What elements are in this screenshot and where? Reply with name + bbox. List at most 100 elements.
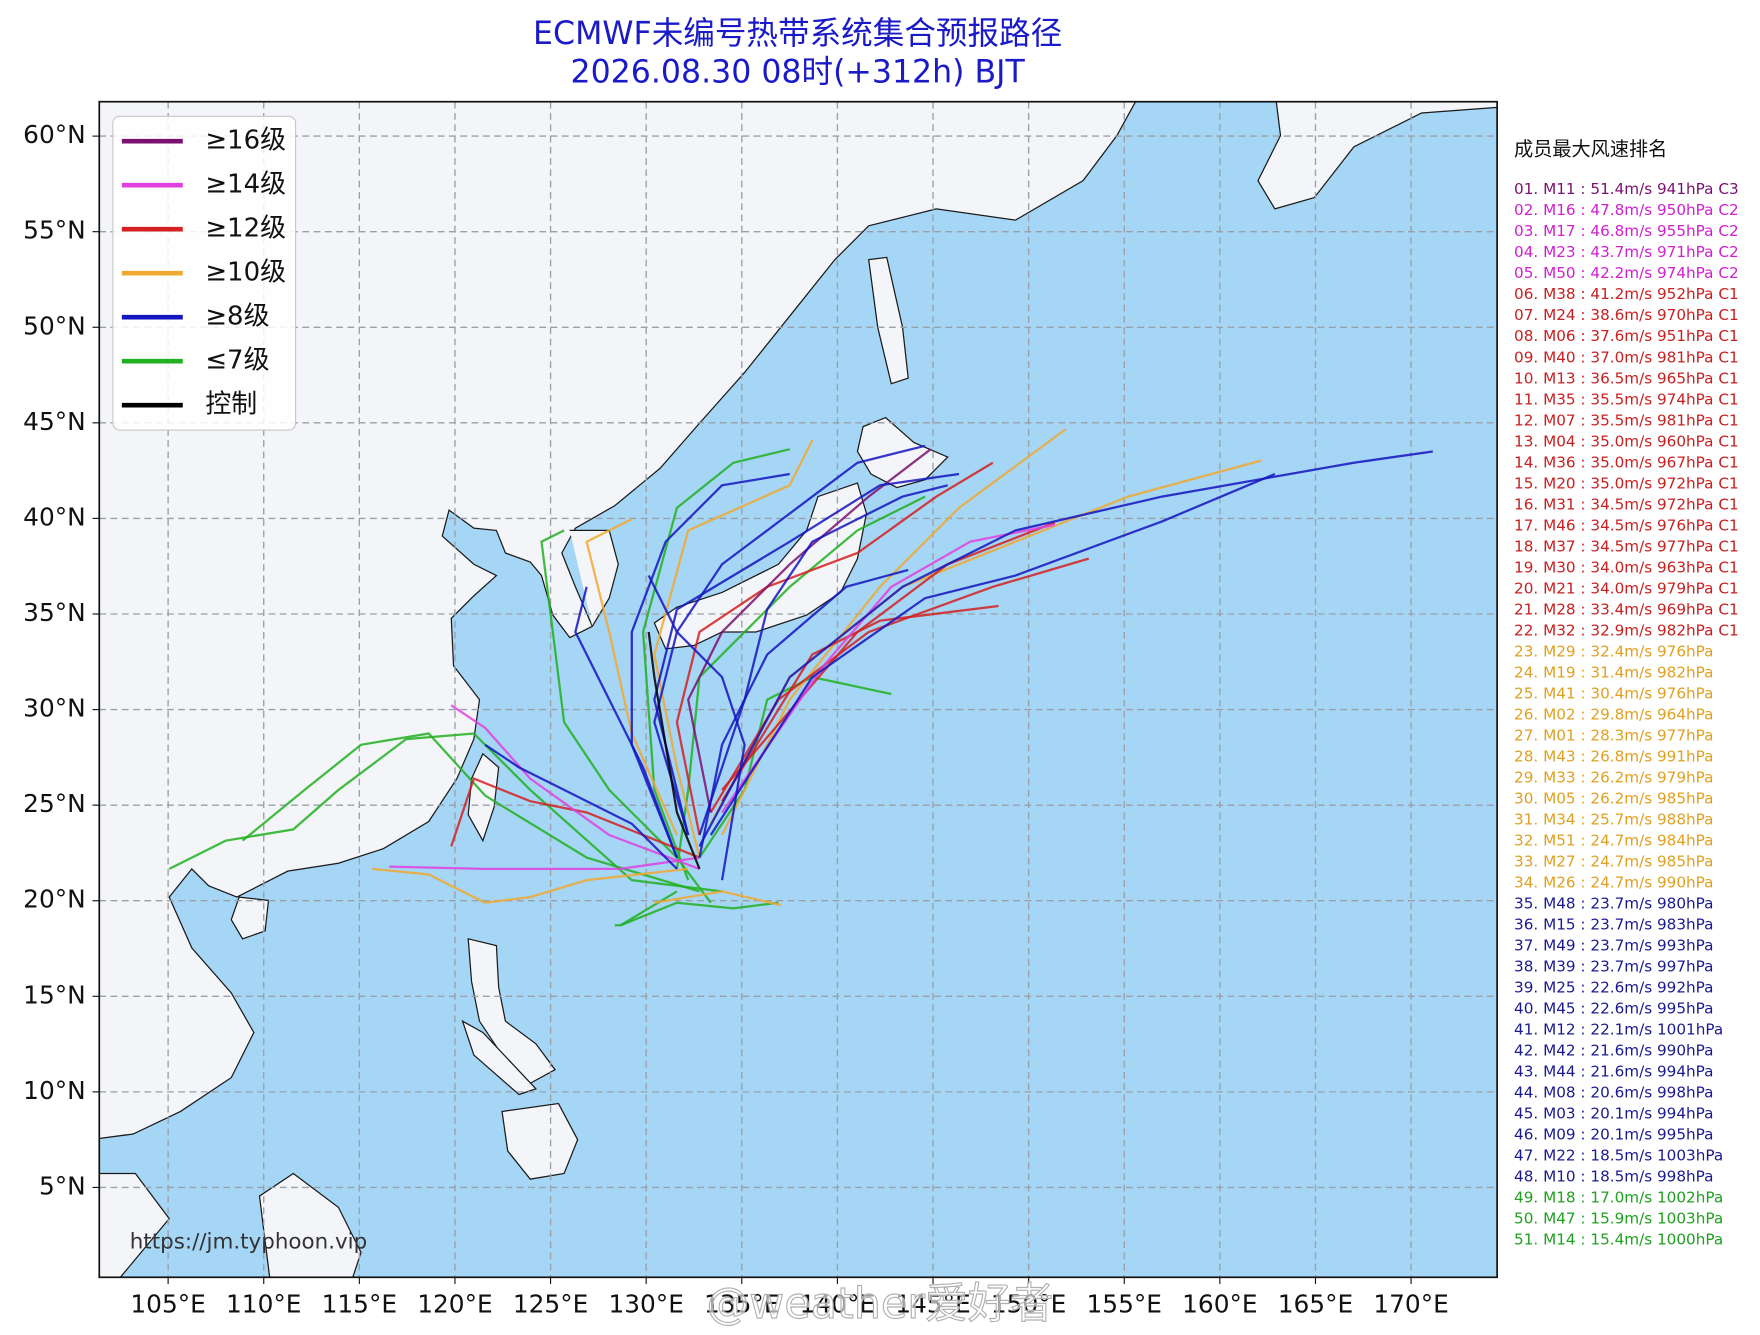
track: [389, 856, 700, 871]
ranking-item: 38. M39 : 23.7m/s 997hPa: [1514, 957, 1713, 975]
y-tick-label: 45°N: [23, 407, 86, 436]
borneo: [258, 1172, 362, 1278]
track: [641, 448, 791, 881]
ranking-title: 成员最大风速排名: [1514, 138, 1667, 161]
legend-label: ≥12级: [205, 214, 286, 244]
track: [372, 867, 689, 904]
x-tick-label: 165°E: [1278, 1289, 1353, 1318]
ranking-item: 06. M38 : 41.2m/s 952hPa C1: [1514, 285, 1739, 303]
ranking-item: 11. M35 : 35.5m/s 974hPa C1: [1514, 390, 1739, 408]
ranking-item: 09. M40 : 37.0m/s 981hPa C1: [1514, 348, 1739, 366]
ranking-item: 15. M20 : 35.0m/s 972hPa C1: [1514, 474, 1739, 492]
legend-label: ≥16级: [205, 126, 286, 156]
y-tick-label: 25°N: [23, 789, 86, 818]
track: [721, 523, 1056, 814]
track: [574, 586, 678, 858]
ranking-item: 23. M29 : 32.4m/s 976hPa: [1514, 642, 1713, 660]
y-tick-label: 55°N: [23, 216, 86, 245]
legend-label: ≥14级: [205, 170, 286, 200]
ranking-item: 04. M23 : 43.7m/s 971hPa C2: [1514, 243, 1739, 261]
ranking-item: 22. M32 : 32.9m/s 982hPa C1: [1514, 621, 1739, 639]
visayas: [461, 1019, 538, 1096]
title: ECMWF未编号热带系统集合预报路径: [533, 16, 1062, 52]
x-tick-label: 120°E: [417, 1289, 492, 1318]
track: [647, 631, 701, 870]
track: [585, 518, 678, 836]
y-tick-label: 50°N: [23, 311, 86, 340]
ranking-item: 02. M16 : 47.8m/s 950hPa C2: [1514, 201, 1739, 219]
y-tick-label: 30°N: [23, 694, 86, 723]
ranking-item: 46. M09 : 20.1m/s 995hPa: [1514, 1126, 1713, 1144]
y-tick-label: 60°N: [23, 120, 86, 149]
y-tick-label: 5°N: [39, 1171, 86, 1200]
x-tick-label: 140°E: [800, 1289, 875, 1318]
ranking-item: 30. M05 : 26.2m/s 985hPa: [1514, 789, 1713, 807]
y-tick-label: 20°N: [23, 885, 86, 914]
ranking-item: 43. M44 : 21.6m/s 994hPa: [1514, 1063, 1713, 1081]
track: [698, 450, 1433, 847]
ranking-list: 成员最大风速排名 01. M11 : 51.4m/s 941hPa C3 02. …: [1514, 138, 1739, 1249]
ranking-item: 51. M14 : 15.4m/s 1000hPa: [1514, 1231, 1723, 1249]
x-tick-label: 135°E: [704, 1289, 779, 1318]
ranking-item: 35. M48 : 23.7m/s 980hPa: [1514, 894, 1713, 912]
japan: [653, 482, 868, 650]
ranking-item: 20. M21 : 34.0m/s 979hPa C1: [1514, 579, 1739, 597]
subtitle: 2026.08.30 08时(+312h) BJT: [570, 54, 1025, 90]
x-tick-label: 155°E: [1087, 1289, 1162, 1318]
ranking-item: 07. M24 : 38.6m/s 970hPa C1: [1514, 306, 1739, 324]
legend-box: [112, 115, 297, 431]
track: [653, 472, 960, 836]
ranking-item: 49. M18 : 17.0m/s 1002hPa: [1514, 1189, 1723, 1207]
ranking-item: 27. M01 : 28.3m/s 977hPa: [1514, 726, 1713, 744]
track: [709, 557, 1090, 814]
legend-label: ≥8级: [205, 302, 269, 332]
track: [241, 732, 700, 893]
track: [450, 704, 700, 870]
ranking-item: 28. M43 : 26.8m/s 991hPa: [1514, 747, 1713, 765]
tracks: [168, 427, 1433, 927]
track: [653, 439, 814, 858]
ranking-item: 48. M10 : 18.5m/s 998hPa: [1514, 1168, 1713, 1186]
ranking-item: 24. M19 : 31.4m/s 982hPa: [1514, 663, 1713, 681]
track: [450, 777, 700, 859]
x-tick-label: 130°E: [608, 1289, 683, 1318]
indochina-south: [99, 1172, 171, 1278]
axis-ticks: 105°E 110°E 115°E 120°E 125°E 130°E 135°E 140°E…: [23, 120, 1449, 1318]
source-url: https://jm.typhoon.vip: [130, 1229, 368, 1254]
x-tick-label: 160°E: [1182, 1289, 1257, 1318]
x-tick-label: 105°E: [130, 1289, 205, 1318]
ranking-item: 36. M15 : 23.7m/s 983hPa: [1514, 915, 1713, 933]
map-frame: [98, 100, 1498, 1279]
ranking-item: 44. M08 : 20.6m/s 998hPa: [1514, 1084, 1713, 1102]
ranking-item: 13. M04 : 35.0m/s 960hPa C1: [1514, 432, 1739, 450]
mindanao: [501, 1102, 579, 1180]
ranking-item: 45. M03 : 20.1m/s 994hPa: [1514, 1105, 1713, 1123]
track: [653, 444, 926, 836]
track: [647, 575, 746, 881]
ranking-item: 21. M28 : 33.4m/s 969hPa C1: [1514, 600, 1739, 618]
mainland: [99, 101, 1137, 1140]
track: [709, 472, 1276, 836]
ranking-item: 03. M17 : 46.8m/s 955hPa C2: [1514, 222, 1739, 240]
x-tick-label: 150°E: [991, 1289, 1066, 1318]
ranking-item: 42. M42 : 21.6m/s 990hPa: [1514, 1041, 1713, 1059]
track: [620, 901, 779, 927]
ranking-item: 17. M46 : 34.5m/s 976hPa C1: [1514, 516, 1739, 534]
ranking-item: 19. M30 : 34.0m/s 963hPa C1: [1514, 558, 1739, 576]
ranking-item: 12. M07 : 35.5m/s 981hPa C1: [1514, 411, 1739, 429]
track: [698, 675, 892, 859]
ranking-item: 33. M27 : 24.7m/s 985hPa: [1514, 852, 1713, 870]
watermark: @weather爱好者: [706, 1279, 1053, 1329]
y-tick-label: 10°N: [23, 1076, 86, 1105]
y-tick-label: 40°N: [23, 502, 86, 531]
ranking-item: 34. M26 : 24.7m/s 990hPa: [1514, 873, 1713, 891]
track: [721, 604, 999, 802]
track: [721, 427, 1067, 836]
ranking-item: 29. M33 : 26.2m/s 979hPa: [1514, 768, 1713, 786]
ranking-item: 25. M41 : 30.4m/s 976hPa: [1514, 684, 1713, 702]
x-tick-label: 170°E: [1373, 1289, 1448, 1318]
x-tick-label: 145°E: [895, 1289, 970, 1318]
map-area: [99, 101, 1498, 1278]
